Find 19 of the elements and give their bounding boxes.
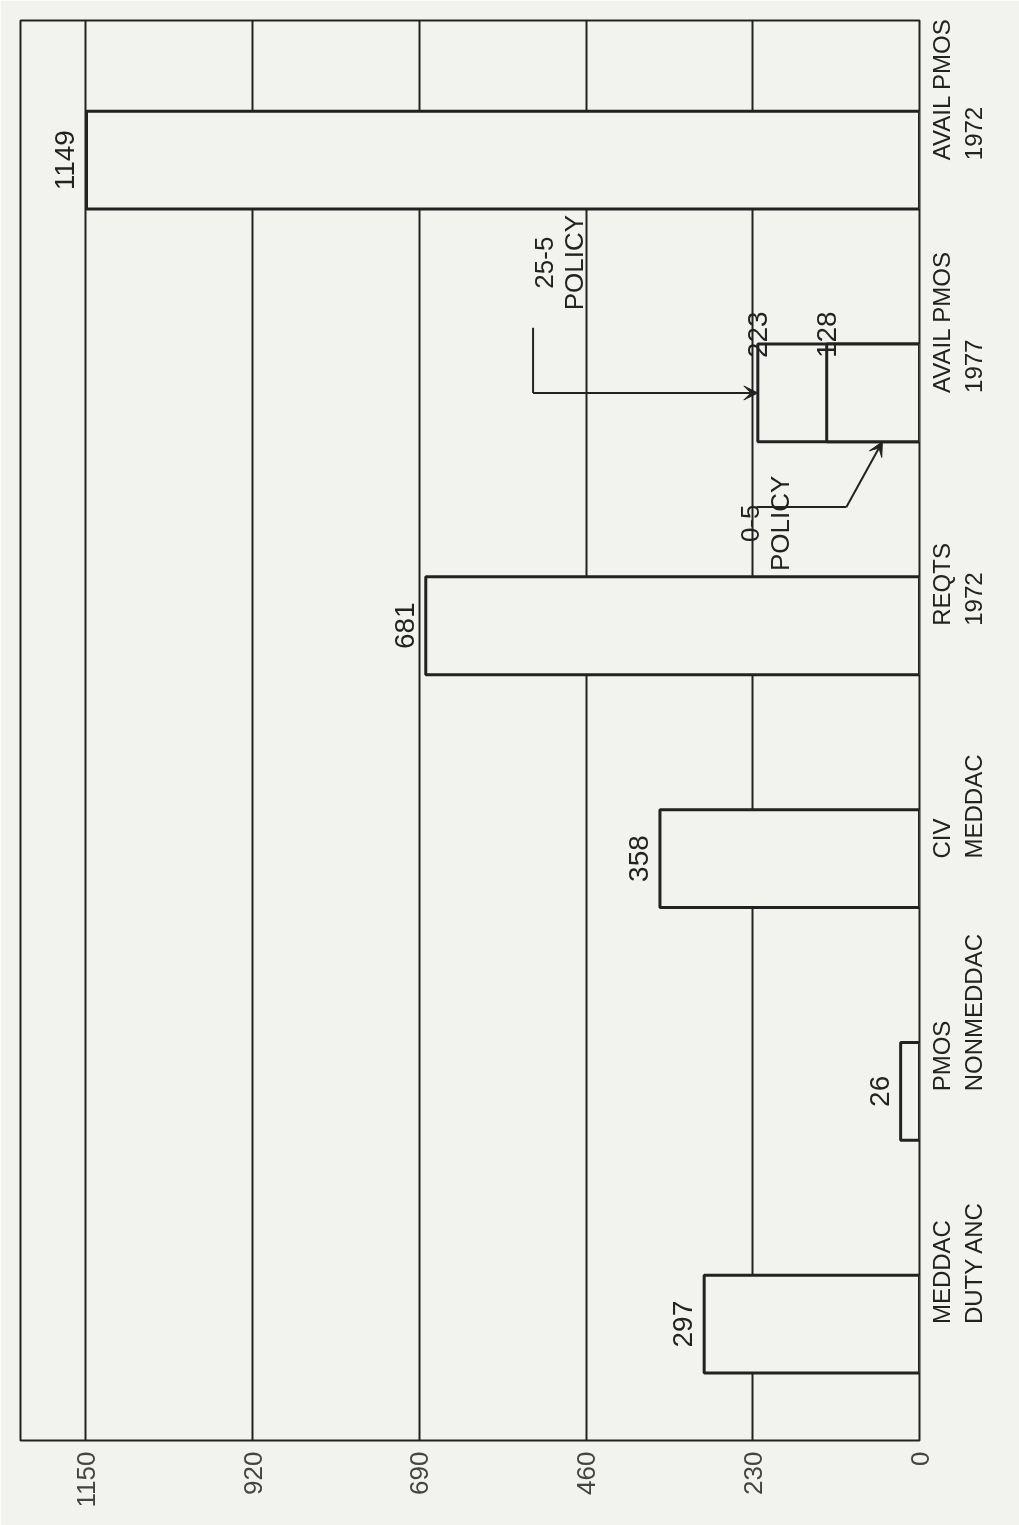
data-label: 128 xyxy=(811,311,843,359)
y-tick-label: REQTS 1972 xyxy=(927,543,988,626)
y-tick-label: PMOS NONMEDDAC xyxy=(927,933,988,1092)
y-tick-label: CIV MEDDAC xyxy=(927,754,988,859)
data-label: 358 xyxy=(622,835,654,882)
x-tick-label: 0 xyxy=(904,1451,935,1466)
data-label: 26 xyxy=(863,1075,895,1107)
x-tick-label: 230 xyxy=(737,1451,768,1495)
y-tick-label: MEDDAC DUTY ANC xyxy=(927,1203,988,1325)
data-label: 681 xyxy=(388,602,420,650)
x-tick-label: 690 xyxy=(404,1451,435,1495)
y-tick-label: AVAIL PMOS 1977 xyxy=(927,252,988,393)
data-label: 297 xyxy=(667,1300,699,1348)
x-tick-label: 920 xyxy=(237,1451,268,1495)
data-label: 1149 xyxy=(49,130,81,191)
annotation: 25-5 POLICY xyxy=(529,214,590,311)
x-tick-label: 1150 xyxy=(70,1451,101,1508)
x-tick-label: 460 xyxy=(571,1451,601,1495)
y-tick-label: AVAIL PMOS 1972 xyxy=(927,19,988,161)
